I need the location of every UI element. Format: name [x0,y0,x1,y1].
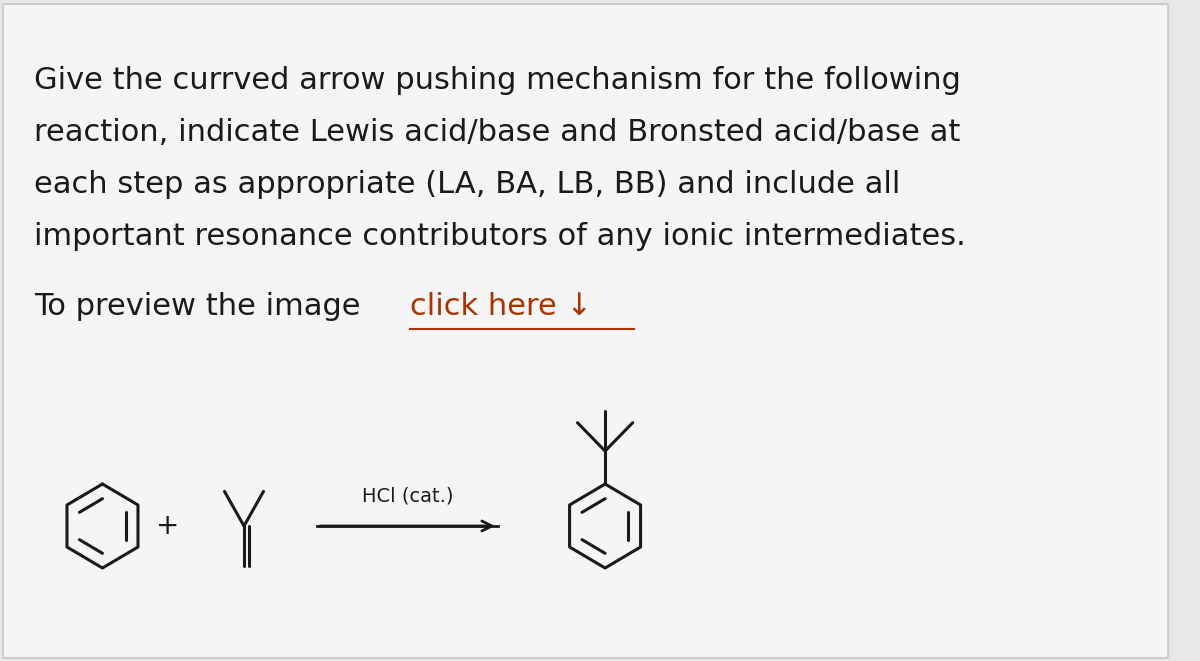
Text: HCl (cat.): HCl (cat.) [361,487,454,506]
Text: To preview the image: To preview the image [34,292,371,321]
Text: important resonance contributors of any ionic intermediates.: important resonance contributors of any … [34,222,966,251]
Text: reaction, indicate Lewis acid/base and Bronsted acid/base at: reaction, indicate Lewis acid/base and B… [34,118,960,147]
Text: Give the currved arrow pushing mechanism for the following: Give the currved arrow pushing mechanism… [34,66,961,95]
Text: click here ↓: click here ↓ [410,292,592,321]
Text: each step as appropriate (LA, BA, LB, BB) and include all: each step as appropriate (LA, BA, LB, BB… [34,170,900,199]
Text: +: + [156,512,180,540]
FancyBboxPatch shape [2,4,1168,658]
